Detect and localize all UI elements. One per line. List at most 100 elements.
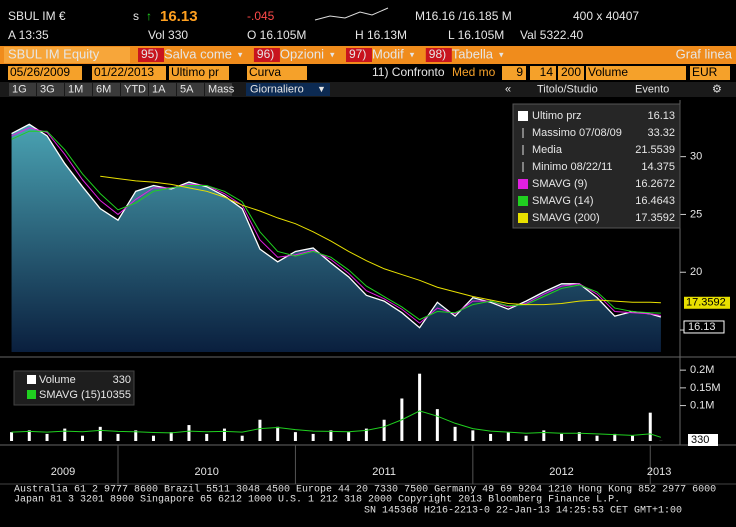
security-box [4,47,130,63]
button-key[interactable]: 95) [141,47,158,61]
volume-bar [134,430,138,441]
control-text[interactable]: 14 [540,65,554,79]
legend-label: SMAVG (14) [532,195,594,207]
volume-bar [613,433,617,441]
range-button-bg [9,83,36,96]
control-box [169,66,229,80]
bid-ask: M16.16 /16.185 M [415,9,512,23]
size: 400 x 40407 [573,9,639,23]
volume-bar [27,430,31,441]
x-tick-label: 2013 [647,466,671,478]
volume-bar [187,425,191,441]
range-button[interactable]: 6M [96,83,111,95]
price-area [11,124,661,352]
button-label[interactable]: Modif [372,46,404,61]
volume-bar [81,435,85,441]
legend-label: SMAVG (9) [532,178,587,190]
footer-line: Japan 81 3 3201 8900 Singapore 65 6212 1… [14,494,620,506]
range-button[interactable]: 3G [40,83,55,95]
volume-bar [364,428,368,441]
volume-bar [10,432,14,441]
series-line [11,130,661,321]
y-tick-label: 0.1M [690,399,714,411]
control-text[interactable]: 11) Confronto [372,65,445,79]
range-button[interactable]: 1G [12,83,27,95]
range-button[interactable]: 5A [180,83,194,95]
last-label-bg [683,320,725,334]
ticker: SBUL IM € [8,9,66,23]
volume-bar [311,433,315,441]
control-text[interactable]: 9 [516,65,523,79]
control-box [530,66,556,80]
volume-bar [63,428,67,441]
control-text[interactable]: 200 [561,65,581,79]
control-text[interactable]: Volume [588,65,628,79]
legend-label: Minimo 08/22/11 [532,161,613,173]
event[interactable]: Evento [635,83,669,95]
volume-bar [453,426,457,441]
legend-label: Ultimo prz [532,110,582,122]
range-button[interactable]: 1A [152,83,166,95]
control-box [8,66,82,80]
settings: ⚙ [712,83,722,95]
control-box [247,66,307,80]
y-tick-label: 30 [690,151,702,163]
volume-bar [648,412,652,441]
series-line [11,123,662,329]
legend-value: 16.4643 [635,195,675,207]
y-tick-label: 20 [690,266,702,278]
control-text[interactable]: 05/26/2009 [10,65,70,79]
series-line [11,410,662,438]
button-key[interactable]: 96) [257,47,274,61]
button-label[interactable]: Salva come [164,46,232,61]
button-key[interactable]: 98) [429,47,446,61]
sparkline [314,7,389,21]
footer-line: SN 145368 H216-2213-0 22-Jan-13 14:25:53… [364,506,682,517]
dropdown-arrow: ▾ [238,49,243,59]
legend-swatch [518,111,528,121]
button-key[interactable]: 97) [349,47,366,61]
control-text[interactable]: 01/22/2013 [94,65,154,79]
legend-swatch [518,196,528,206]
frequency[interactable]: Giornaliero [250,83,304,95]
volume: Vol 330 [148,28,188,42]
security[interactable]: SBUL IM Equity [8,46,100,61]
volume-bar [347,432,351,441]
volume-bar [222,428,226,441]
footer-line: Australia 61 2 9777 8600 Brazil 5511 304… [14,484,716,496]
volume-bar [45,433,49,441]
control-box [502,66,526,80]
x-tick-label: 2009 [51,466,75,478]
volume-bar [116,433,120,441]
legend-swatch [27,375,36,384]
range-button[interactable]: Mass [208,83,235,95]
chart-mode[interactable]: Graf linea [676,46,733,61]
last-label-bg [688,434,718,446]
volume-bar [471,430,475,441]
volume-bar [276,426,280,441]
volume-bar [506,432,510,441]
volume-bar [560,433,564,441]
control-text[interactable]: Med mo [452,65,496,79]
study[interactable]: Titolo/Studio [537,83,598,95]
y-tick-label: 0.2M [690,364,714,376]
legend-value: 16.2672 [635,178,675,190]
volume-bar [542,430,546,441]
button-label[interactable]: Tabella [452,46,494,61]
control-text[interactable]: Ultimo pr [171,65,219,79]
button-label[interactable]: Opzioni [280,46,324,61]
up-arrow: ↑ [146,9,152,23]
volume-bar [577,432,581,441]
open: O 16.105M [247,28,306,42]
series-line [11,127,661,324]
last-label-bg [684,296,730,309]
volume-bar [240,435,244,441]
control-text[interactable]: EUR [692,65,718,79]
legend-value: 21.5539 [635,144,675,156]
range-button[interactable]: 1M [68,83,83,95]
control-text[interactable]: Curva [249,65,281,79]
value-traded: Val 5322.40 [520,28,583,42]
legend-swatch [27,390,36,399]
range-button[interactable]: YTD [124,83,146,95]
volume-bar [524,435,528,441]
